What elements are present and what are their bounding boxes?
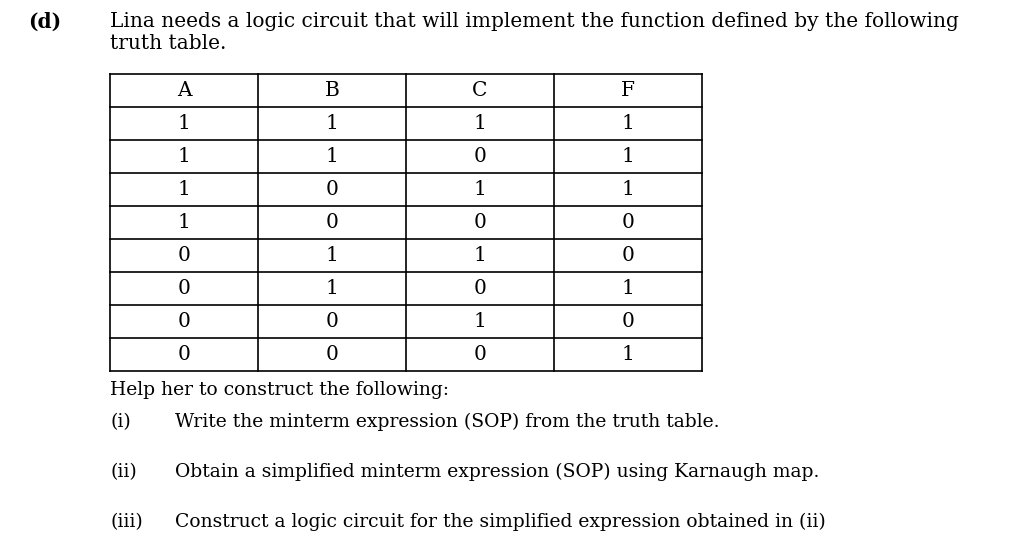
Text: (ii): (ii) xyxy=(110,463,136,481)
Text: 0: 0 xyxy=(178,312,190,331)
Text: Write the minterm expression (SOP) from the truth table.: Write the minterm expression (SOP) from … xyxy=(175,413,720,431)
Text: 1: 1 xyxy=(622,114,635,133)
Text: 0: 0 xyxy=(473,147,486,166)
Text: 0: 0 xyxy=(326,312,339,331)
Text: Help her to construct the following:: Help her to construct the following: xyxy=(110,381,449,399)
Text: 1: 1 xyxy=(178,213,190,232)
Text: 0: 0 xyxy=(622,246,635,265)
Text: 1: 1 xyxy=(622,180,635,199)
Text: 0: 0 xyxy=(622,213,635,232)
Text: (d): (d) xyxy=(28,12,61,32)
Text: 1: 1 xyxy=(178,180,190,199)
Text: 0: 0 xyxy=(473,213,486,232)
Text: 0: 0 xyxy=(326,180,339,199)
Text: 1: 1 xyxy=(178,147,190,166)
Text: B: B xyxy=(325,81,340,100)
Text: 0: 0 xyxy=(178,246,190,265)
Text: Obtain a simplified minterm expression (SOP) using Karnaugh map.: Obtain a simplified minterm expression (… xyxy=(175,463,819,481)
Text: 1: 1 xyxy=(622,345,635,364)
Text: Construct a logic circuit for the simplified expression obtained in (ii): Construct a logic circuit for the simpli… xyxy=(175,513,826,531)
Text: 1: 1 xyxy=(473,114,486,133)
Text: F: F xyxy=(621,81,635,100)
Text: truth table.: truth table. xyxy=(110,34,226,53)
Text: 0: 0 xyxy=(622,312,635,331)
Text: (iii): (iii) xyxy=(110,513,143,531)
Text: Lina needs a logic circuit that will implement the function defined by the follo: Lina needs a logic circuit that will imp… xyxy=(110,12,958,31)
Text: 1: 1 xyxy=(326,279,339,298)
Text: 1: 1 xyxy=(326,246,339,265)
Text: 1: 1 xyxy=(326,147,339,166)
Text: 1: 1 xyxy=(326,114,339,133)
Text: 1: 1 xyxy=(473,246,486,265)
Text: 0: 0 xyxy=(326,345,339,364)
Text: C: C xyxy=(472,81,487,100)
Text: (i): (i) xyxy=(110,413,130,431)
Text: 0: 0 xyxy=(178,279,190,298)
Text: 0: 0 xyxy=(473,345,486,364)
Text: 1: 1 xyxy=(622,147,635,166)
Text: 1: 1 xyxy=(622,279,635,298)
Text: 1: 1 xyxy=(473,312,486,331)
Text: 1: 1 xyxy=(473,180,486,199)
Text: 1: 1 xyxy=(178,114,190,133)
Text: 0: 0 xyxy=(178,345,190,364)
Text: A: A xyxy=(177,81,191,100)
Text: 0: 0 xyxy=(326,213,339,232)
Text: 0: 0 xyxy=(473,279,486,298)
